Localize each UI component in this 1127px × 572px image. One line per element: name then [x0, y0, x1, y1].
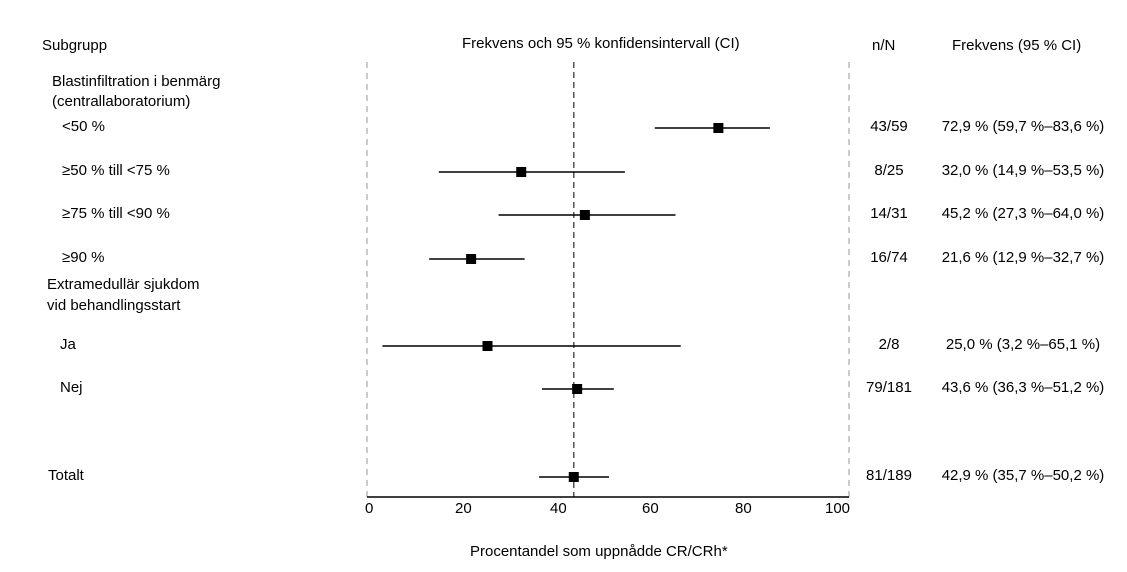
x-tick-label: 0 — [365, 500, 374, 517]
x-tick-label: 40 — [550, 500, 567, 517]
point-estimate — [466, 254, 477, 264]
row-label: ≥50 % till <75 % — [62, 162, 170, 179]
row-label: Nej — [60, 379, 83, 396]
row-n: 79/181 — [866, 379, 912, 396]
point-estimate — [568, 472, 579, 482]
point-estimate — [482, 341, 493, 351]
row-frequency: 21,6 % (12,9 %–32,7 %) — [941, 249, 1105, 266]
group-label: Blastinfiltration i benmärg — [52, 73, 221, 90]
row-n: 2/8 — [878, 336, 900, 353]
row-n: 8/25 — [874, 162, 904, 179]
header-n: n/N — [872, 37, 896, 54]
row-n: 16/74 — [870, 249, 908, 266]
row-n: 81/189 — [866, 467, 912, 484]
x-tick-labels: 0 20 40 60 80 100 — [360, 500, 860, 520]
group-label: (centrallaboratorium) — [52, 93, 191, 110]
x-axis-label: Procentandel som uppnådde CR/CRh* — [470, 543, 728, 560]
row-label: Ja — [60, 336, 76, 353]
point-estimate — [516, 167, 527, 177]
point-estimate — [579, 210, 590, 220]
x-tick-label: 80 — [735, 500, 752, 517]
header-subgroup: Subgrupp — [42, 37, 108, 54]
header-frequency: Frekvens (95 % CI) — [952, 37, 1082, 54]
point-estimate — [572, 384, 583, 394]
row-frequency: 42,9 % (35,7 %–50,2 %) — [941, 467, 1105, 484]
row-n: 43/59 — [870, 118, 908, 135]
row-frequency: 72,9 % (59,7 %–83,6 %) — [941, 118, 1105, 135]
header-plot: Frekvens och 95 % konfidensintervall (CI… — [462, 35, 740, 52]
row-label: <50 % — [62, 118, 105, 135]
row-frequency: 25,0 % (3,2 %–65,1 %) — [945, 336, 1101, 353]
x-tick-label: 20 — [455, 500, 472, 517]
point-estimate — [713, 123, 724, 133]
row-label: ≥90 % — [62, 249, 105, 266]
row-frequency: 32,0 % (14,9 %–53,5 %) — [941, 162, 1105, 179]
row-label: ≥75 % till <90 % — [62, 205, 170, 222]
row-label: Totalt — [48, 467, 84, 484]
group-label: vid behandlingsstart — [47, 297, 181, 314]
row-n: 14/31 — [870, 205, 908, 222]
row-frequency: 45,2 % (27,3 %–64,0 %) — [941, 205, 1105, 222]
x-tick-label: 100 — [825, 500, 851, 517]
group-label: Extramedullär sjukdom — [47, 276, 200, 293]
row-frequency: 43,6 % (36,3 %–51,2 %) — [941, 379, 1105, 396]
x-tick-label: 60 — [642, 500, 659, 517]
